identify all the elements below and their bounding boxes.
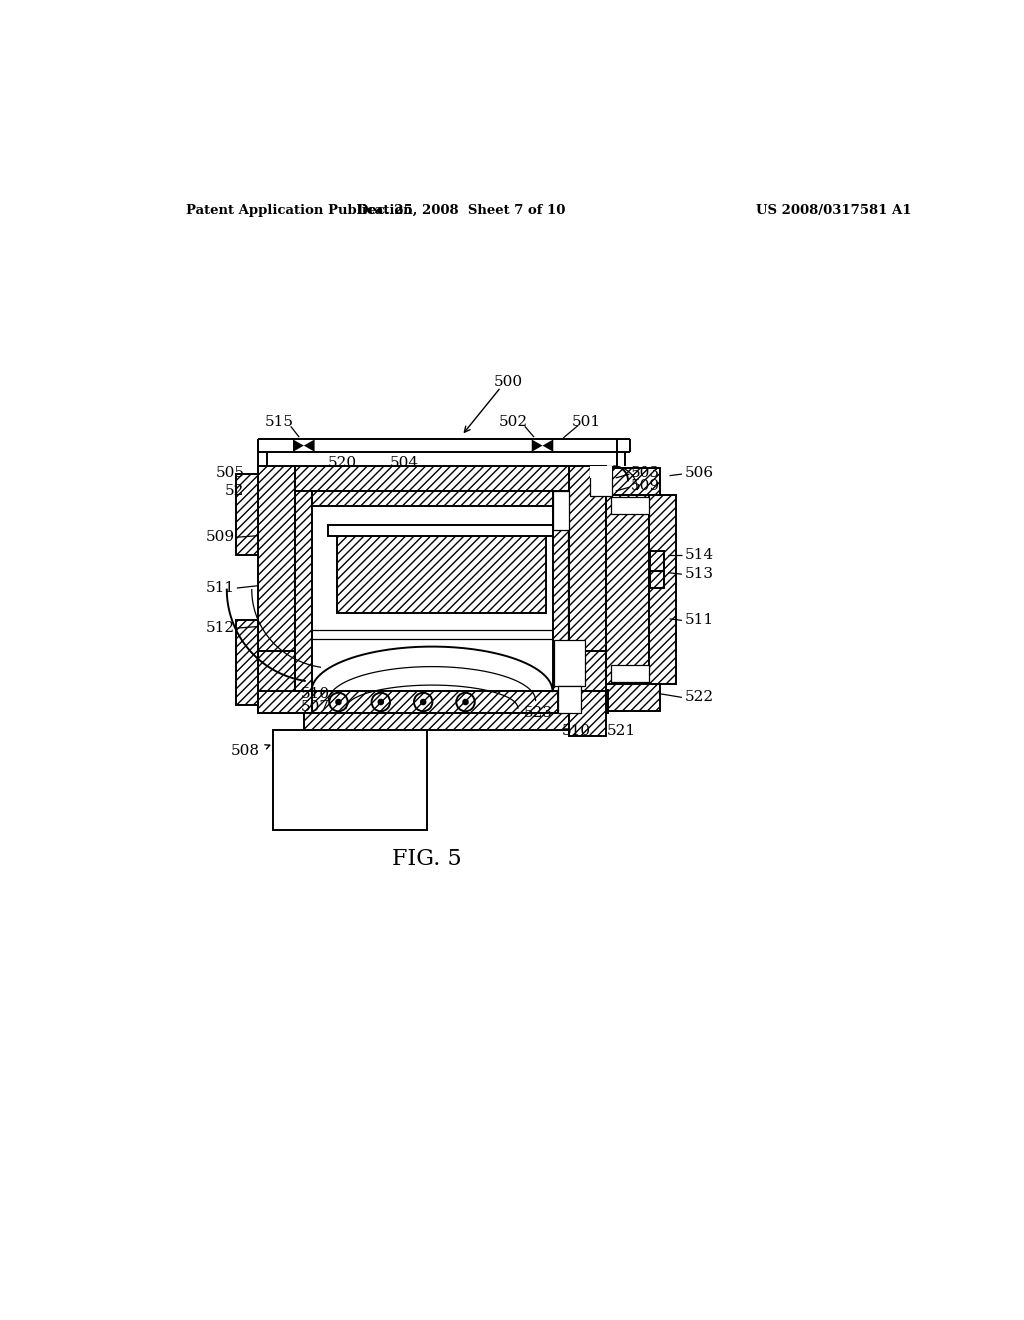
Text: 523: 523 — [523, 706, 552, 719]
Bar — [611, 665, 649, 682]
Bar — [311, 491, 553, 692]
Bar — [590, 466, 611, 478]
Circle shape — [336, 700, 341, 705]
Bar — [649, 495, 676, 684]
Text: Patent Application Publication: Patent Application Publication — [186, 205, 413, 218]
Bar — [553, 491, 569, 529]
Bar — [569, 466, 606, 713]
Bar — [258, 651, 295, 692]
Text: 520: 520 — [328, 455, 357, 470]
Text: 502: 502 — [499, 414, 527, 429]
Bar — [569, 651, 606, 692]
Bar — [553, 491, 569, 529]
Text: US 2008/0317581 A1: US 2008/0317581 A1 — [756, 205, 911, 218]
Bar — [337, 536, 547, 612]
Bar — [569, 692, 606, 737]
Bar — [650, 552, 665, 572]
Bar — [558, 689, 608, 713]
Bar — [606, 684, 660, 711]
Bar — [558, 686, 581, 713]
Text: 509: 509 — [206, 531, 234, 544]
Text: Dec. 25, 2008  Sheet 7 of 10: Dec. 25, 2008 Sheet 7 of 10 — [357, 205, 566, 218]
Text: 52: 52 — [225, 484, 245, 498]
Polygon shape — [293, 440, 304, 451]
Text: 501: 501 — [571, 414, 601, 429]
Text: 521: 521 — [606, 723, 636, 738]
Bar — [554, 640, 585, 686]
Text: 506: 506 — [685, 466, 714, 479]
Bar — [311, 491, 553, 507]
Bar — [611, 498, 649, 515]
Bar — [295, 491, 311, 692]
Text: 511: 511 — [685, 614, 714, 627]
Text: 511: 511 — [206, 581, 234, 595]
Text: 514: 514 — [685, 548, 714, 562]
Bar — [237, 620, 258, 705]
Bar — [606, 469, 660, 495]
Text: 522: 522 — [685, 690, 714, 705]
Polygon shape — [304, 440, 314, 451]
Bar — [258, 466, 295, 713]
Bar — [553, 491, 569, 692]
Circle shape — [421, 700, 425, 705]
Text: 504: 504 — [389, 455, 419, 470]
Bar — [590, 466, 611, 496]
Text: 510: 510 — [301, 686, 330, 701]
Bar — [311, 692, 565, 713]
Text: FIG. 5: FIG. 5 — [392, 849, 462, 870]
Text: 507: 507 — [301, 700, 330, 714]
Bar — [650, 572, 665, 589]
Text: 503: 503 — [631, 466, 660, 479]
Bar — [606, 469, 649, 711]
Bar — [237, 474, 258, 554]
Text: 509: 509 — [631, 479, 660, 492]
Text: 510: 510 — [562, 723, 591, 738]
Text: 515: 515 — [264, 414, 294, 429]
Text: 508: 508 — [231, 744, 260, 758]
Text: 505: 505 — [215, 466, 245, 479]
Circle shape — [379, 700, 383, 705]
Circle shape — [463, 700, 468, 705]
Bar — [273, 730, 427, 830]
Bar — [304, 713, 573, 730]
Text: 512: 512 — [206, 622, 234, 635]
Polygon shape — [543, 440, 553, 451]
Bar — [258, 692, 606, 713]
Bar — [328, 525, 556, 536]
Polygon shape — [531, 440, 543, 451]
Bar — [295, 466, 569, 491]
Text: 500: 500 — [494, 375, 522, 388]
Text: 513: 513 — [685, 568, 714, 581]
